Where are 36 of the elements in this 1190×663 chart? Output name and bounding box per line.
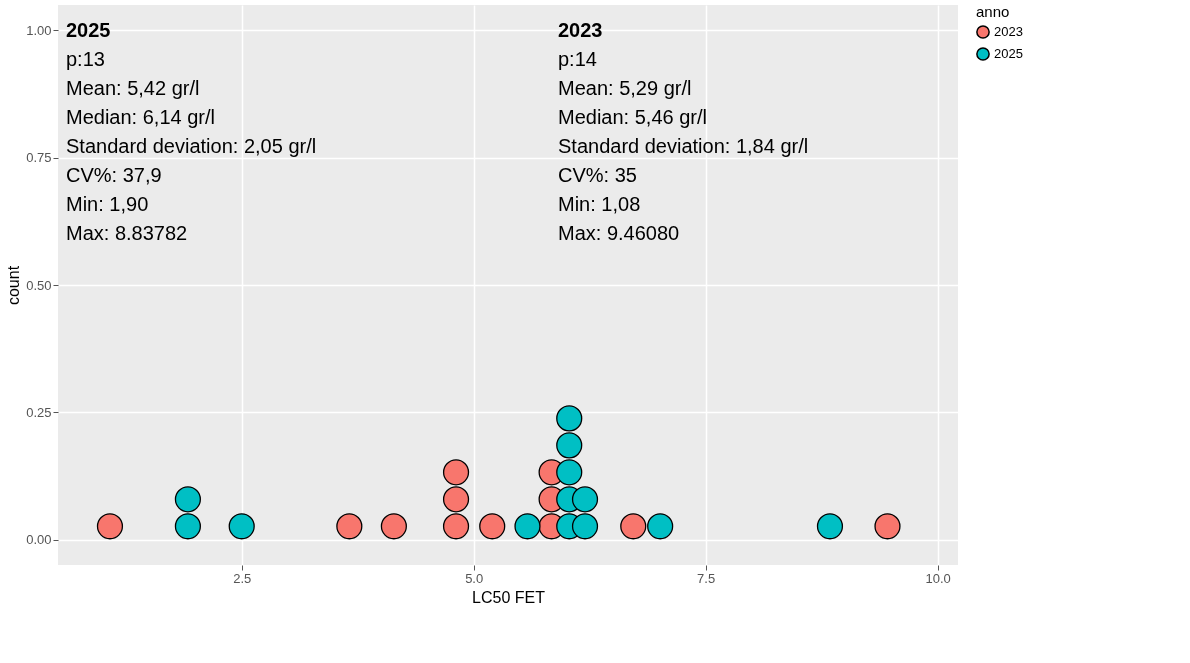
y-tick-label: 0.25 [26, 404, 52, 420]
point [96, 513, 124, 540]
y-tick-label: 0.50 [26, 277, 52, 293]
point [571, 513, 599, 540]
point [442, 513, 470, 540]
point [336, 513, 363, 540]
y-axis-title: count [5, 265, 23, 306]
x-axis-title: LC50 FET [472, 588, 546, 606]
point [556, 405, 583, 432]
point [556, 459, 583, 486]
point [816, 513, 844, 540]
point [174, 513, 201, 540]
legend-label: 2023 [994, 24, 1023, 39]
point [571, 486, 599, 513]
annotation: 2025 p:13 Mean: 5,42 gr/l Median: 6,14 gr/l Standard deviation: 2,05 gr/l CV%: 37,9 Min: 1,90 Max: 8.83782 [66, 19, 317, 244]
x-tick-label: 10.0 [925, 570, 951, 586]
point [380, 513, 407, 540]
point [479, 513, 506, 540]
y-tick-label: 1.00 [26, 22, 52, 38]
x-tick-label: 7.5 [697, 570, 716, 586]
point [874, 513, 901, 540]
point [620, 513, 647, 540]
y-tick-label: 0.00 [26, 532, 52, 548]
y-tick-label: 0.75 [26, 150, 52, 166]
point [228, 513, 255, 540]
point [442, 459, 470, 486]
x-tick-label: 5.0 [465, 570, 484, 586]
legend-title: anno [976, 3, 1010, 20]
point [442, 486, 470, 513]
point [514, 513, 541, 540]
point [556, 432, 583, 459]
legend-label: 2025 [994, 46, 1023, 61]
point [174, 486, 201, 513]
point [647, 513, 674, 540]
x-tick-label: 2.5 [233, 570, 252, 586]
annotation: 2023 p:14 Mean: 5,29 gr/l Median: 5,46 gr/l Standard deviation: 1,84 gr/l CV%: 35 Min: 1,08 Max: 9.46080 [558, 19, 809, 244]
